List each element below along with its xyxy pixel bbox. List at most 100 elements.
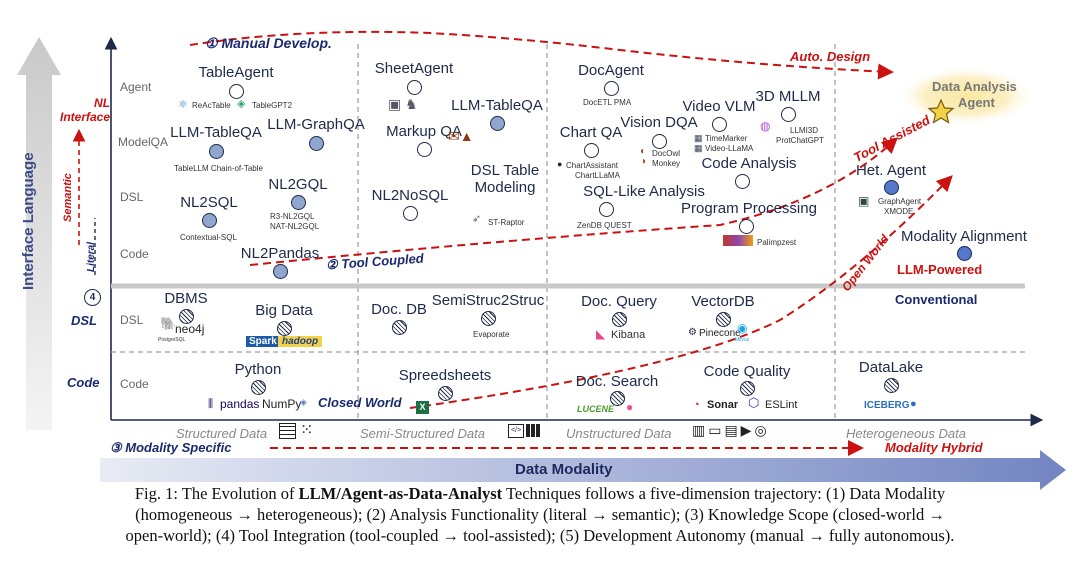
sub-videollama: Video-LLaMA [705,144,754,153]
modality-specific-label: ③ Modality Specific [110,440,232,455]
conventional-label: Conventional [895,292,978,307]
graphagent-icon: ▣ [858,194,870,208]
node-visiondqa: Vision DQA [620,114,698,131]
node-modalityalign: Modality Alignment [901,228,1027,245]
circle-codeanalysis [735,174,750,189]
videollama-icon: ▦ [694,143,703,153]
figure-caption: Fig. 1: The Evolution of LLM/Agent-as-Da… [125,484,955,545]
excel-icon: X [416,401,429,414]
target-subtitle: Agent [958,95,995,110]
sub-pandas: pandas [220,397,260,411]
circle-nl2gql [291,195,306,210]
node-vectordb: VectorDB [691,293,755,310]
y-axis-band [17,37,61,430]
sub-neo4j: neo4j [175,322,205,336]
milvus-icon: ◉ [737,321,748,335]
reactable-icon: ⚛ [178,99,188,111]
col-hetero: Heterogeneous Data [846,426,966,441]
node-docdb: Doc. DB [371,301,427,318]
node-llm-tableqa: LLM-TableQA [170,124,262,141]
y-dsl-label: DSL [71,313,97,328]
col-semi: Semi-Structured Data [360,426,485,441]
sub-chartassistant: ChartAssistant [566,161,619,170]
circle-nl2sql [202,213,217,228]
grid-icon [526,424,541,437]
circle-python [251,380,266,395]
sub-hadoop: hadoop [278,336,323,347]
node-programproc: Program Processing [681,200,817,217]
node-dsl-modeling: Modeling [474,179,536,196]
node-tableagent: TableAgent [198,64,274,81]
palimpzest-logo [723,235,753,246]
timemarker-icon: ▦ [694,133,703,143]
circle-nl2pandas [273,264,288,279]
sub-milvus: Milvus [735,337,750,343]
node-nl2sql: NL2SQL [180,194,238,211]
sub-llmi3d: LLMI3D [790,126,819,135]
row-code-lower: Code [120,377,149,391]
y-axis-title: Interface Language [20,152,37,290]
semantic-label: Semantic [62,173,74,222]
circle-docquery [612,312,627,327]
node-3dmllm: 3D MLLM [755,88,821,105]
row-dsl-upper: DSL [120,190,144,204]
node-nl2gql: NL2GQL [268,176,328,193]
node-sqllike: SQL-Like Analysis [583,183,705,200]
llm-powered-label: LLM-Powered [897,262,983,277]
media-icons: ▥▭▤▶◎ [692,422,770,438]
elastic-icon: ● [626,400,634,414]
sub-lucene: LUCENE [577,404,615,414]
circle-docagent [604,81,619,96]
circle-chartqa [584,143,599,158]
star-icon [927,98,955,124]
target-title: Data Analysis [932,79,1017,94]
sub-kibana: Kibana [611,329,646,341]
node-spreadsheets: Spreedsheets [398,367,492,384]
sub-pinecone: Pinecone [699,328,741,339]
node-semistruc: SemiStruc2Struc [431,292,545,309]
iceberg-icon: ● [910,398,917,410]
numpy-icon: ◈ [300,397,307,407]
sub-reactable: ReAcTable [192,101,231,110]
circle-sqllike [599,202,614,217]
circle-llm-graphqa [309,136,324,151]
node-hetagent: Het. Agent [855,162,927,179]
sub-docowl: DocOwl [652,149,681,158]
node-markupqa: Markup QA [386,123,462,140]
graph-dots-icon: ⁙ [300,422,314,439]
node-datalake: DataLake [858,359,924,376]
kibana-icon: ◣ [596,327,606,341]
circle-codequality [740,381,755,396]
sub-r3-nl2gql: R3-NL2GQL [270,212,315,221]
sub-protchatgpt: ProtChatGPT [776,136,825,145]
circle-docdb [392,320,407,335]
circle-hetagent [884,180,899,195]
sub-numpy: NumPy [262,397,302,411]
pandas-icon: ⫼ [208,398,214,410]
circle-videovlm [712,117,727,132]
node-chartqa: Chart QA [559,124,623,141]
circle-3dmllm [781,107,796,122]
circle-modalityalign [957,246,972,261]
node-dsl-table: DSL Table [470,162,540,179]
llmi3d-icon: ◍ [760,119,771,133]
circle-llm-tableqa [209,144,224,159]
node-llm-tableqa-2: LLM-TableQA [451,97,543,114]
circle-bigdata [277,321,292,336]
sub-contextual-sql: Contextual-SQL [180,233,237,242]
sub-xmode: XMODE [884,207,914,216]
col-unstructured: Unstructured Data [566,426,672,441]
chartassistant-icon: ● [557,159,563,169]
row-modelqa: ModelQA [118,135,169,149]
node-codeanalysis: Code Analysis [701,155,797,172]
table-icon [279,423,296,439]
row-code-upper: Code [120,247,149,261]
sub-tablellm: TableLLM Chain-of-Table [174,164,263,173]
sub-graphagent: GraphAgent [878,197,922,206]
x-axis-title: Data Modality [515,461,613,478]
col-structured: Structured Data [176,426,268,441]
sub-tablegpt2: TableGPT2 [252,101,293,110]
markupqa-icons: ✉▲ [448,128,474,144]
circle-visiondqa [652,134,667,149]
